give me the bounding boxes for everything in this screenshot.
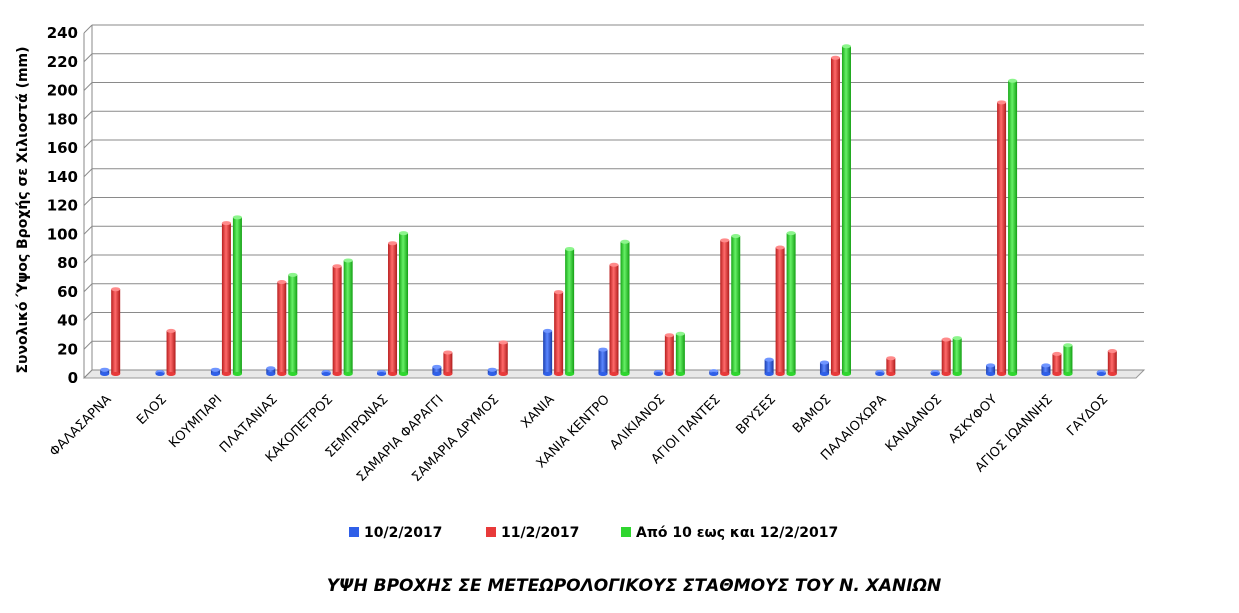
y-tick-label: 80 bbox=[57, 254, 78, 272]
y-axis-ticks: 0 20 40 60 80 100 120 140 160 180 200 220 240 bbox=[47, 24, 78, 387]
bar bbox=[830, 55, 840, 376]
legend-swatch bbox=[486, 527, 496, 537]
bar bbox=[554, 290, 564, 376]
bar bbox=[819, 360, 829, 376]
bar bbox=[565, 246, 575, 376]
bar bbox=[598, 347, 608, 376]
bar bbox=[166, 328, 176, 376]
x-tick-label: ΦΑΛΑΣΑΡΝΑ bbox=[47, 392, 115, 460]
bar bbox=[388, 241, 398, 376]
x-axis-categories: ΦΑΛΑΣΑΡΝΑ ΕΛΟΣΚΟΥΜΠΑΡΙΠΛΑΤΑΝΙΑΣΚΑΚΟΠΕΤΡΟΣ… bbox=[47, 392, 1111, 485]
bar bbox=[443, 350, 453, 376]
bar bbox=[886, 356, 896, 376]
bar bbox=[321, 370, 331, 376]
bars bbox=[100, 44, 1117, 376]
y-tick-label: 40 bbox=[57, 312, 78, 330]
bar bbox=[432, 364, 442, 376]
bar bbox=[487, 367, 497, 376]
legend-label: Από 10 εως και 12/2/2017 bbox=[636, 525, 838, 541]
bar bbox=[720, 238, 730, 376]
x-tick-label: ΧΑΝΙΑ bbox=[518, 392, 557, 431]
y-tick-label: 180 bbox=[47, 110, 78, 128]
bar bbox=[266, 366, 276, 376]
bar bbox=[543, 328, 553, 376]
bar bbox=[343, 258, 353, 376]
bar bbox=[210, 367, 220, 376]
bar bbox=[377, 370, 387, 376]
bar bbox=[941, 337, 951, 376]
bar bbox=[111, 287, 121, 376]
bar bbox=[952, 336, 962, 376]
legend-item: 11/2/2017 bbox=[486, 525, 579, 541]
bar bbox=[620, 239, 630, 376]
bar bbox=[875, 370, 885, 376]
bar bbox=[986, 363, 996, 376]
bar bbox=[1008, 78, 1018, 376]
bar bbox=[498, 340, 508, 376]
x-tick-label: ΕΛΟΣ bbox=[134, 392, 170, 428]
legend: 10/2/2017 11/2/2017 Από 10 εως και 12/2/20… bbox=[349, 525, 838, 541]
bar bbox=[997, 100, 1007, 376]
y-tick-label: 160 bbox=[47, 139, 78, 157]
bar bbox=[764, 357, 774, 376]
bar bbox=[221, 221, 231, 376]
bar bbox=[288, 272, 298, 376]
x-tick-label: ΚΟΥΜΠΑΡΙ bbox=[166, 392, 225, 451]
bar bbox=[1041, 363, 1051, 376]
bar bbox=[609, 262, 619, 376]
legend-item: Από 10 εως και 12/2/2017 bbox=[621, 525, 838, 541]
legend-label: 11/2/2017 bbox=[501, 525, 579, 541]
chart-title: ΥΨΗ ΒΡΟΧΗΣ ΣΕ ΜΕΤΕΩΡΟΛΟΓΙΚΟΥΣ ΣΤΑΘΜΟΥΣ Τ… bbox=[327, 576, 942, 596]
bar bbox=[399, 231, 409, 376]
y-tick-label: 200 bbox=[47, 82, 78, 100]
bar bbox=[1052, 351, 1062, 376]
y-tick-label: 120 bbox=[47, 197, 78, 215]
y-axis-label: Συνολικό Ύψος Βροχής σε Χιλιοστά (mm) bbox=[15, 46, 31, 373]
x-tick-label: ΒΑΜΟΣ bbox=[790, 392, 834, 436]
y-tick-label: 20 bbox=[57, 340, 78, 358]
x-tick-label: ΑΛΙΚΙΑΝΟΣ bbox=[607, 392, 668, 453]
x-tick-label: ΑΣΚΥΦΟΥ bbox=[946, 392, 1000, 446]
y-tick-label: 220 bbox=[47, 53, 78, 71]
bar bbox=[731, 234, 741, 376]
x-tick-label: ΒΡΥΣΕΣ bbox=[733, 392, 778, 437]
bar bbox=[155, 370, 165, 376]
bar bbox=[100, 367, 110, 376]
y-tick-label: 240 bbox=[47, 24, 78, 42]
y-tick-label: 140 bbox=[47, 168, 78, 186]
y-tick-label: 100 bbox=[47, 225, 78, 243]
x-tick-label: ΓΑΥΔΟΣ bbox=[1064, 392, 1111, 439]
legend-swatch bbox=[621, 527, 631, 537]
bar bbox=[332, 264, 342, 376]
bar bbox=[1096, 370, 1106, 376]
legend-item: 10/2/2017 bbox=[349, 525, 442, 541]
bar bbox=[232, 215, 242, 376]
bar bbox=[653, 370, 663, 376]
bar bbox=[1107, 349, 1117, 376]
legend-swatch bbox=[349, 527, 359, 537]
bar bbox=[841, 44, 851, 376]
bar bbox=[930, 370, 940, 376]
legend-label: 10/2/2017 bbox=[364, 525, 442, 541]
x-tick-label: ΚΑΝΔΑΝΟΣ bbox=[883, 392, 945, 454]
bar bbox=[775, 245, 785, 376]
bar bbox=[277, 280, 287, 376]
bar bbox=[709, 369, 719, 376]
y-tick-label: 60 bbox=[57, 283, 78, 301]
y-tick-label: 0 bbox=[68, 369, 78, 387]
bar bbox=[675, 331, 685, 376]
bar bbox=[786, 231, 796, 376]
bar bbox=[1063, 343, 1073, 376]
bar bbox=[664, 333, 674, 376]
